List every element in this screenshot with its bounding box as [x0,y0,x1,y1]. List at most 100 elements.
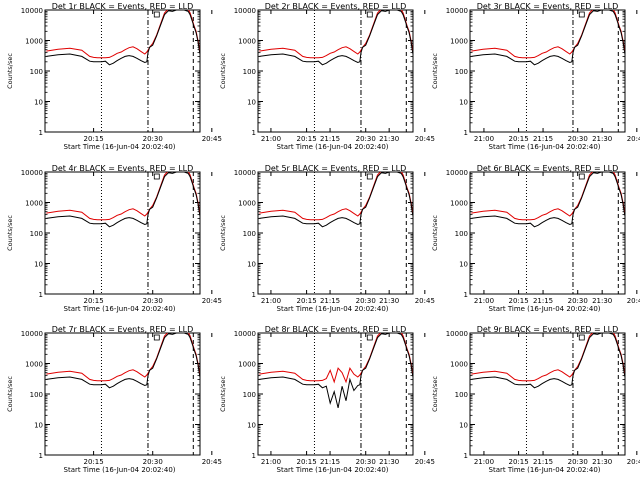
panel-title: Det 2r BLACK = Events, RED = LLD [265,2,407,11]
y-tick-label: 1 [252,291,256,299]
y-tick-label: 10000 [446,169,468,177]
x-tick-label: 21:15 [320,297,340,305]
y-tick-label: 1 [252,129,256,137]
lld-series-line [46,333,200,382]
x-tick-label: 20:45 [627,135,640,143]
lld-series-line [46,172,200,221]
panel-det-6r: Det 6r BLACK = Events, RED = LLD 1 10 100 10… [431,164,640,313]
x-tick-label: 20:15 [296,458,316,466]
events-series-line [259,333,413,409]
y-tick-label: 1000 [450,361,468,369]
x-tick-label: 20:15 [296,297,316,305]
events-series-line [46,333,200,389]
x-tick-label: 21:30 [592,458,612,466]
x-tick-label: 21:00 [474,297,494,305]
y-axis-label: Counts/sec [219,53,227,89]
plot-area [259,333,413,455]
y-axis-label: Counts/sec [6,215,14,251]
plot-frame [257,332,414,456]
x-tick-label: 20:15 [83,135,103,143]
attenuator-box-marker [153,334,160,341]
y-tick-label: 10000 [446,330,468,338]
events-series-line [471,172,625,228]
x-tick-label: 20:45 [202,297,222,305]
plot-frame [44,171,201,295]
lld-series-line [471,172,625,221]
x-tick-label: 20:45 [627,297,640,305]
x-axis-label: Start Time (16-Jun-04 20:02:40) [64,466,176,474]
y-tick-label: 100 [243,391,256,399]
plot-frame [257,171,414,295]
panel-title: Det 4r BLACK = Events, RED = LLD [52,164,194,173]
y-tick-label: 1000 [450,200,468,208]
plot-area [259,10,413,132]
x-tick-label: 20:30 [568,297,588,305]
events-series-line [46,10,200,66]
panel-title: Det 6r BLACK = Events, RED = LLD [477,164,619,173]
y-tick-label: 1000 [25,38,43,46]
attenuator-box-marker [366,173,373,180]
plot-area [46,10,200,132]
lld-series-line [259,172,413,221]
x-axis-label: Start Time (16-Jun-04 20:02:40) [277,466,389,474]
y-axis-label: Counts/sec [431,376,439,412]
attenuator-box-marker [153,173,160,180]
y-tick-label: 10 [459,422,468,430]
x-tick-label: 21:30 [379,297,399,305]
events-series-line [259,172,413,228]
y-tick-label: 1 [464,129,468,137]
x-tick-label: 20:15 [296,135,316,143]
panel-title: Det 8r BLACK = Events, RED = LLD [265,325,407,334]
x-axis-label: Start Time (16-Jun-04 20:02:40) [64,143,176,151]
x-tick-label: 21:15 [533,458,553,466]
x-axis-label: Start Time (16-Jun-04 20:02:40) [489,143,601,151]
x-tick-label: 21:30 [379,135,399,143]
lld-series-line [259,10,413,59]
x-tick-label: 20:45 [202,458,222,466]
lld-series-line [471,333,625,382]
panel-det-5r: Det 5r BLACK = Events, RED = LLD 1 10 100 10… [219,164,612,313]
y-tick-label: 1 [464,291,468,299]
y-tick-label: 10 [34,422,43,430]
x-tick-label: 21:00 [474,458,494,466]
plot-area [46,333,200,455]
plot-area [471,172,625,294]
events-series-line [471,10,625,66]
x-tick-label: 20:45 [627,458,640,466]
x-tick-label: 21:30 [379,458,399,466]
y-tick-label: 10 [247,261,256,269]
y-tick-label: 1000 [238,200,256,208]
panel-title: Det 3r BLACK = Events, RED = LLD [477,2,619,11]
x-tick-label: 21:00 [474,135,494,143]
events-series-line [259,10,413,66]
plot-frame [44,332,201,456]
plot-frame [469,171,626,295]
y-tick-label: 10 [247,99,256,107]
y-tick-label: 1 [464,452,468,460]
y-axis-label: Counts/sec [219,376,227,412]
panel-det-1r: Det 1r BLACK = Events, RED = LLD 1 10 100 10… [6,2,399,151]
y-axis-label: Counts/sec [6,53,14,89]
panel-title: Det 5r BLACK = Events, RED = LLD [265,164,407,173]
x-axis-label: Start Time (16-Jun-04 20:02:40) [277,143,389,151]
y-tick-label: 1000 [238,361,256,369]
attenuator-box-marker [578,11,585,18]
panel-det-3r: Det 3r BLACK = Events, RED = LLD 1 10 100 10… [431,2,640,151]
x-tick-label: 20:30 [143,458,163,466]
panel-title: Det 7r BLACK = Events, RED = LLD [52,325,194,334]
x-axis-label: Start Time (16-Jun-04 20:02:40) [277,305,389,313]
plot-area [471,10,625,132]
y-tick-label: 1 [39,452,43,460]
y-tick-label: 10 [34,99,43,107]
x-tick-label: 21:15 [320,135,340,143]
attenuator-box-marker [578,334,585,341]
x-tick-label: 20:15 [508,135,528,143]
panel-det-2r: Det 2r BLACK = Events, RED = LLD 1 10 100 10… [219,2,612,151]
x-tick-label: 20:15 [83,297,103,305]
plot-area [46,172,200,294]
y-tick-label: 10000 [21,330,43,338]
y-tick-label: 10 [459,99,468,107]
x-tick-label: 20:45 [415,297,435,305]
y-axis-label: Counts/sec [6,376,14,412]
